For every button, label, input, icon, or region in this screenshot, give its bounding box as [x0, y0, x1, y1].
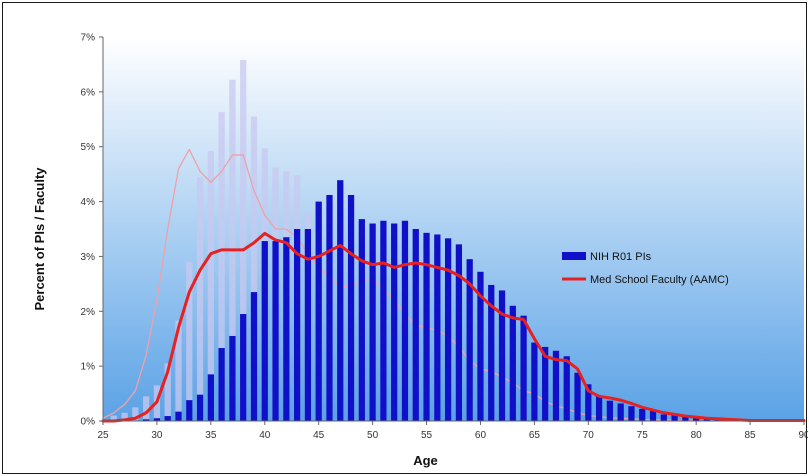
faint-series-bar [164, 363, 171, 421]
nih-r01-pis-bar [207, 374, 214, 421]
nih-r01-pis-bar [326, 194, 333, 421]
nih-r01-pis-bar [531, 342, 538, 421]
faint-series-bar [175, 320, 182, 421]
nih-r01-pis-bar [272, 241, 279, 421]
nih-r01-pis-bar [143, 419, 150, 421]
nih-r01-pis-bar [347, 194, 355, 421]
x-tick-label: 45 [313, 430, 325, 441]
nih-r01-pis-bar [337, 180, 344, 421]
nih-r01-pis-bar [477, 271, 484, 421]
faint-series-bar [132, 407, 139, 421]
x-tick-label: 85 [745, 430, 757, 441]
y-tick-label: 5% [81, 142, 96, 153]
faint-series-bar [218, 112, 225, 422]
x-tick-label: 55 [421, 430, 433, 441]
nih-r01-pis-bar [434, 234, 441, 421]
nih-r01-pis-bar [315, 201, 322, 421]
nih-r01-pis-bar [466, 259, 473, 421]
nih-r01-pis-bar [229, 335, 236, 421]
y-tick-label: 3% [81, 252, 96, 263]
nih-r01-pis-bar [606, 400, 614, 421]
nih-r01-pis-bar [488, 284, 495, 421]
x-tick-label: 30 [151, 430, 163, 441]
x-tick-label: 60 [475, 430, 487, 441]
nih-r01-pis-bar [574, 372, 581, 421]
nih-r01-pis-bar [423, 232, 430, 421]
faint-series-bar [196, 176, 204, 421]
nih-r01-pis-bar [693, 417, 700, 421]
x-tick-label: 40 [259, 430, 271, 441]
nih-r01-pis-bar [682, 416, 689, 421]
faint-series-bar [250, 116, 258, 421]
x-tick-label: 50 [367, 430, 379, 441]
legend-label-med-school-faculty: Med School Faculty (AAMC) [590, 274, 729, 286]
med-school-faculty-line [101, 231, 806, 423]
y-tick-label: 2% [81, 307, 96, 318]
nih-r01-pis-bar [585, 384, 592, 421]
nih-r01-pis-bar [196, 394, 204, 421]
nih-r01-pis-bar [649, 411, 657, 421]
x-tick-label: 25 [97, 430, 109, 441]
nih-r01-pis-bar [639, 408, 646, 421]
legend-swatch-nih-r01-pis [562, 252, 586, 260]
nih-r01-pis-bar [283, 237, 290, 421]
x-tick-label: 80 [691, 430, 703, 441]
nih-r01-pis-bar [401, 220, 409, 421]
y-tick-label: 4% [81, 197, 96, 208]
chart-svg: 0% 1% 2% 3% 4% 5% 6% 7% 25 30 35 40 45 50 55 60 65 70 75 80… [32, 33, 808, 469]
faint-series-bar [186, 261, 193, 421]
nih-r01-pis-bar [520, 315, 527, 421]
nih-r01-pis-bar [509, 305, 516, 421]
nih-r01-pis-bar [250, 292, 258, 421]
nih-r01-pis-bar [186, 400, 193, 421]
nih-r01-pis-bar [617, 403, 624, 421]
faint-series-bar [207, 151, 214, 421]
nih-r01-pis-bar [218, 348, 225, 421]
nih-r01-pis-bar [628, 406, 635, 421]
nih-r01-pis-bar [175, 411, 182, 421]
y-tick-label: 1% [81, 362, 96, 373]
nih-r01-pis-bar [542, 346, 549, 421]
faint-series-bar [110, 415, 117, 421]
nih-r01-pis-bar [164, 416, 171, 421]
nih-r01-pis-bar [391, 223, 398, 421]
x-axis-title: Age [413, 453, 438, 468]
nih-r01-pis-bar [153, 418, 161, 421]
x-tick-label: 90 [798, 430, 808, 441]
faint-series-bar [143, 396, 150, 421]
nih-r01-pis-bar [358, 219, 365, 421]
x-tick-label: 75 [637, 430, 649, 441]
x-tick-label: 65 [529, 430, 541, 441]
faint-series-bar [121, 412, 128, 421]
nih-r01-pis-bar [294, 229, 301, 421]
y-tick-label: 7% [81, 33, 96, 44]
nih-r01-pis-bar [369, 223, 376, 421]
nih-r01-pis-bar [412, 229, 419, 421]
x-tick-label: 70 [583, 430, 595, 441]
x-tick-label: 35 [205, 430, 217, 441]
nih-r01-pis-bar [595, 396, 603, 421]
nih-r01-pis-bar [671, 415, 678, 421]
nih-r01-pis-bar [660, 414, 667, 421]
y-axis-title: Percent of PIs / Faculty [32, 167, 47, 311]
nih-r01-pis-bar [455, 244, 463, 421]
faint-series-bar [240, 60, 247, 421]
y-tick-label: 6% [81, 87, 96, 98]
nih-r01-pis-bar [240, 314, 247, 421]
nih-r01-pis-bar [380, 220, 387, 421]
nih-r01-pis-bar [563, 356, 570, 421]
nih-r01-pis-bar [444, 238, 452, 421]
nih-r01-pis-bar [261, 241, 268, 421]
legend-label-nih-r01-pis: NIH R01 PIs [590, 251, 652, 263]
y-tick-label: 0% [81, 417, 96, 428]
nih-r01-pis-bar [498, 290, 506, 421]
nih-r01-pis-bar [304, 229, 312, 421]
nih-r01-pis-bar [552, 350, 560, 421]
